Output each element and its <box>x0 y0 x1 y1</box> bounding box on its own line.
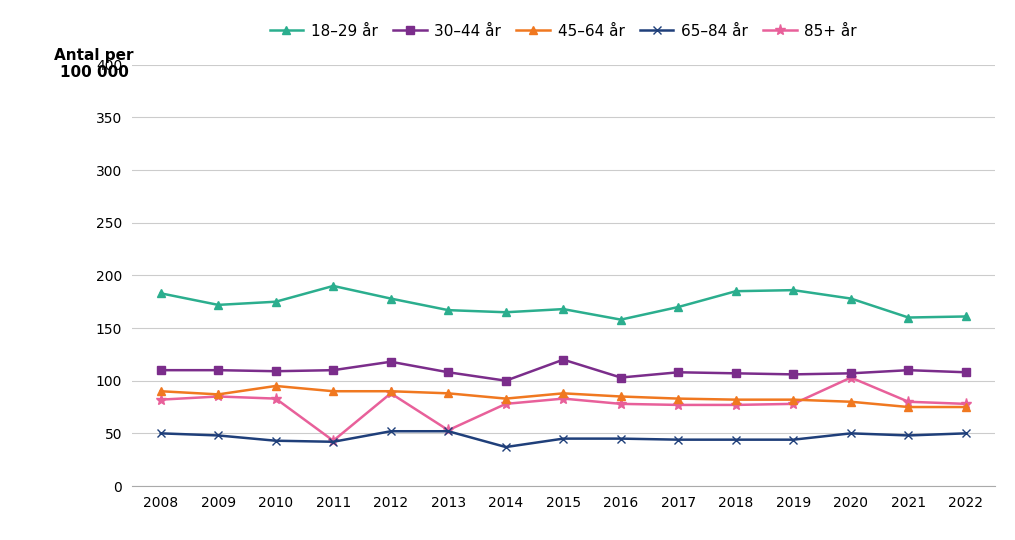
30–44 år <box>672 369 684 375</box>
18–29 år <box>557 306 569 312</box>
65–84 år <box>443 428 455 435</box>
18–29 år <box>499 309 512 315</box>
Line: 18–29 år: 18–29 år <box>156 282 970 324</box>
Line: 45–64 år: 45–64 år <box>156 382 970 411</box>
18–29 år <box>327 283 339 289</box>
18–29 år <box>902 314 915 321</box>
45–64 år <box>327 388 339 394</box>
Legend: 18–29 år, 30–44 år, 45–64 år, 65–84 år, 85+ år: 18–29 år, 30–44 år, 45–64 år, 65–84 år, … <box>264 18 863 45</box>
Text: Antal per
100 000: Antal per 100 000 <box>55 48 134 80</box>
30–44 år <box>270 368 282 374</box>
65–84 år <box>902 432 915 438</box>
65–84 år <box>672 436 684 443</box>
85+ år <box>212 393 224 400</box>
65–84 år <box>788 436 800 443</box>
45–64 år <box>672 395 684 402</box>
45–64 år <box>154 388 166 394</box>
65–84 år <box>154 430 166 436</box>
30–44 år <box>960 369 972 375</box>
30–44 år <box>615 374 627 381</box>
30–44 år <box>443 369 455 375</box>
18–29 år <box>443 307 455 313</box>
45–64 år <box>557 390 569 396</box>
18–29 år <box>270 299 282 305</box>
85+ år <box>902 399 915 405</box>
85+ år <box>327 437 339 444</box>
18–29 år <box>844 295 857 302</box>
45–64 år <box>443 390 455 396</box>
18–29 år <box>730 288 742 294</box>
18–29 år <box>672 303 684 310</box>
45–64 år <box>788 396 800 403</box>
65–84 år <box>615 435 627 442</box>
18–29 år <box>385 295 397 302</box>
30–44 år <box>212 367 224 374</box>
45–64 år <box>902 404 915 410</box>
30–44 år <box>154 367 166 374</box>
Line: 85+ år: 85+ år <box>155 372 971 446</box>
30–44 år <box>499 377 512 384</box>
85+ år <box>615 401 627 407</box>
65–84 år <box>327 438 339 445</box>
85+ år <box>960 401 972 407</box>
45–64 år <box>615 393 627 400</box>
45–64 år <box>270 383 282 389</box>
85+ år <box>844 374 857 381</box>
45–64 år <box>212 391 224 397</box>
45–64 år <box>844 399 857 405</box>
18–29 år <box>212 302 224 308</box>
65–84 år <box>844 430 857 436</box>
45–64 år <box>730 396 742 403</box>
65–84 år <box>730 436 742 443</box>
Line: 65–84 år: 65–84 år <box>156 427 970 451</box>
85+ år <box>385 390 397 396</box>
18–29 år <box>154 290 166 296</box>
18–29 år <box>788 287 800 293</box>
85+ år <box>672 402 684 408</box>
85+ år <box>443 427 455 434</box>
65–84 år <box>557 435 569 442</box>
30–44 år <box>327 367 339 374</box>
85+ år <box>270 395 282 402</box>
45–64 år <box>960 404 972 410</box>
30–44 år <box>385 359 397 365</box>
30–44 år <box>730 370 742 376</box>
65–84 år <box>212 432 224 438</box>
18–29 år <box>615 316 627 323</box>
85+ år <box>788 401 800 407</box>
85+ år <box>154 396 166 403</box>
30–44 år <box>557 356 569 363</box>
45–64 år <box>499 395 512 402</box>
18–29 år <box>960 313 972 320</box>
Line: 30–44 år: 30–44 år <box>156 355 970 385</box>
65–84 år <box>385 428 397 435</box>
30–44 år <box>788 371 800 377</box>
45–64 år <box>385 388 397 394</box>
85+ år <box>499 401 512 407</box>
30–44 år <box>844 370 857 376</box>
65–84 år <box>960 430 972 436</box>
30–44 år <box>902 367 915 374</box>
65–84 år <box>499 444 512 450</box>
85+ år <box>730 402 742 408</box>
85+ år <box>557 395 569 402</box>
65–84 år <box>270 437 282 444</box>
